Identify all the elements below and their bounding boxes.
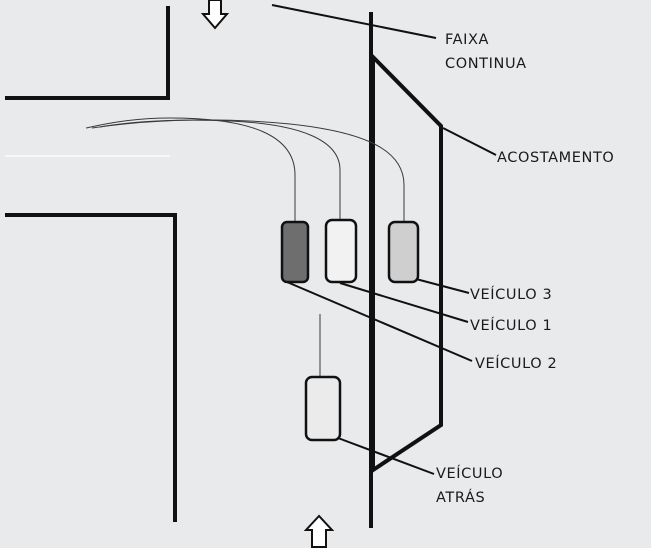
label-faixa-line1: FAIXA [445,32,489,48]
label-acostamento: ACOSTAMENTO [497,150,614,166]
label-atras-line1: VEÍCULO [436,465,503,482]
vehicle-veiculo-3 [387,220,420,284]
arrow-up-icon [303,514,335,548]
side-road-lower-edge [5,213,177,522]
vehicle-veiculo-atras [304,375,342,442]
label-faixa-line2: CONTINUA [445,56,527,72]
path-veiculo-2 [85,117,296,221]
path-veiculo-3 [91,119,405,221]
side-road-upper-edge [5,6,170,100]
leader-veiculo2 [286,281,473,362]
label-atras-line2: ATRÁS [436,489,485,506]
leader-veiculo1 [339,282,469,323]
label-veiculo3: VEÍCULO 3 [470,286,552,303]
leader-faixa [271,4,437,39]
side-road-lines [5,6,177,522]
leader-veiculo3 [415,278,470,294]
vehicle-veiculo-2 [280,220,310,284]
vehicle-veiculo-1 [324,218,358,284]
label-veiculo2: VEÍCULO 2 [475,355,557,372]
leader-veiculo-atras [337,437,435,475]
turning-paths [85,117,405,377]
label-veiculo1: VEÍCULO 1 [470,317,552,334]
acostamento-shoulder [371,52,443,474]
leader-lines [271,4,497,475]
leader-acostamento [442,127,497,156]
arrow-down-icon [200,0,230,30]
